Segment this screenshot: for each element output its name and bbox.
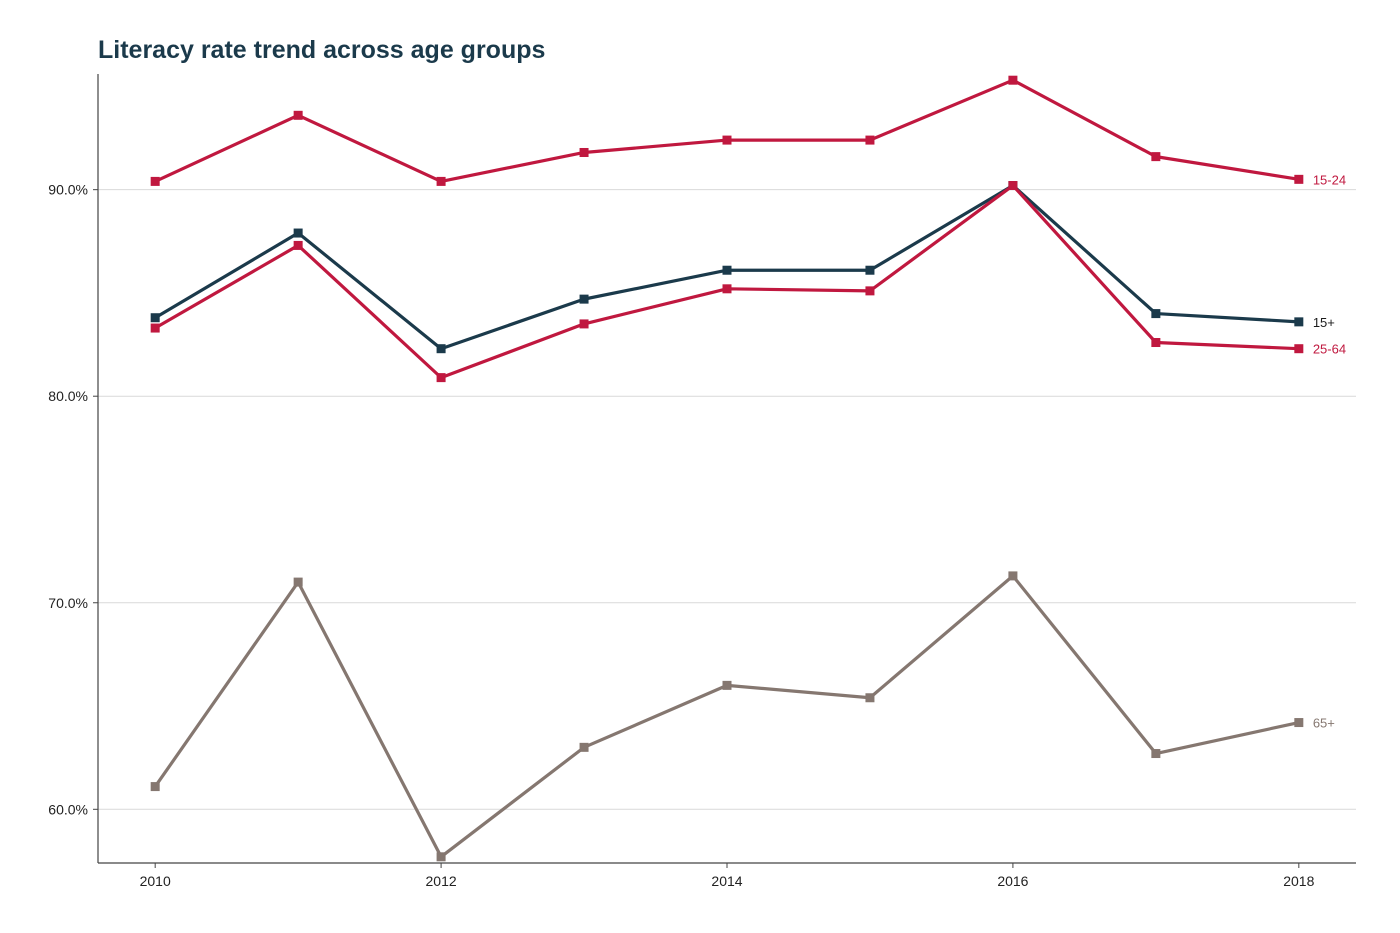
data-point	[865, 286, 875, 296]
data-point	[1294, 174, 1304, 184]
data-point	[865, 693, 875, 703]
data-point	[722, 135, 732, 145]
series-line-15-24	[153, 78, 1301, 183]
series-end-labels: 15-24 15+ 25-64 65+	[1313, 172, 1346, 730]
series-15-24	[150, 75, 1304, 186]
data-point	[1294, 344, 1304, 354]
data-point	[579, 147, 589, 157]
data-point	[150, 782, 160, 792]
y-tick-label: 70.0%	[48, 595, 88, 611]
data-point	[1294, 317, 1304, 327]
data-point	[1151, 309, 1161, 319]
series-end-label: 15-24	[1313, 172, 1346, 187]
data-point	[722, 265, 732, 275]
data-point	[1294, 718, 1304, 728]
data-point	[1151, 749, 1161, 759]
y-tick-label: 80.0%	[48, 388, 88, 404]
data-point	[1008, 75, 1018, 85]
series-end-label: 25-64	[1313, 342, 1346, 357]
data-point	[150, 176, 160, 186]
data-point	[1008, 571, 1018, 581]
series-line-25-64	[153, 183, 1301, 380]
chart-title: Literacy rate trend across age groups	[98, 36, 546, 64]
data-point	[436, 373, 446, 383]
data-point	[293, 240, 303, 250]
data-point	[436, 852, 446, 862]
data-point	[1151, 152, 1161, 162]
data-point	[579, 742, 589, 752]
data-point	[722, 284, 732, 294]
data-point	[865, 265, 875, 275]
series-end-label: 65+	[1313, 716, 1335, 731]
gridlines	[98, 189, 1356, 810]
data-point	[865, 135, 875, 145]
y-tick-label: 60.0%	[48, 801, 88, 817]
data-point	[436, 176, 446, 186]
data-point	[436, 344, 446, 354]
data-point	[1008, 181, 1018, 191]
data-point	[293, 110, 303, 120]
x-tick-label: 2014	[711, 873, 742, 889]
series-lines	[150, 75, 1304, 862]
data-point	[150, 323, 160, 333]
x-tick-label: 2012	[426, 873, 457, 889]
data-point	[150, 313, 160, 323]
series-65+	[150, 571, 1304, 862]
data-point	[579, 294, 589, 304]
x-tick-label: 2018	[1283, 873, 1314, 889]
data-point	[1151, 338, 1161, 348]
data-point	[579, 319, 589, 329]
x-tick-label: 2016	[997, 873, 1028, 889]
axes: 60.0% 70.0% 80.0% 90.0% 2010 2012 2014 2016 2018	[48, 74, 1356, 889]
data-point	[293, 228, 303, 238]
series-25-64	[150, 181, 1304, 383]
series-line-65+	[153, 574, 1301, 859]
data-point	[293, 577, 303, 587]
series-end-label: 15+	[1313, 315, 1335, 330]
x-tick-label: 2010	[140, 873, 171, 889]
y-tick-label: 90.0%	[48, 182, 88, 198]
data-point	[722, 680, 732, 690]
